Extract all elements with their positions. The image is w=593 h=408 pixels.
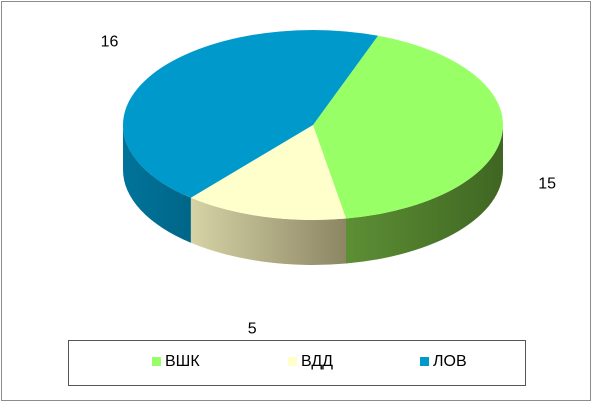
pie-side [190,197,346,265]
data-label: 5 [248,321,257,338]
legend-label: ЛОВ [433,353,467,370]
data-label: 16 [101,34,119,51]
pie-slice [313,35,504,219]
legend-swatch [288,357,297,366]
legend-swatch [420,357,429,366]
legend-label: ВДД [301,353,333,370]
legend-label: ВШК [165,353,200,370]
pie-side [345,125,503,264]
pie-slice [123,29,378,198]
pie-slice [190,125,346,220]
data-label: 15 [538,176,556,193]
legend-swatch [152,357,161,366]
pie-side [123,125,191,243]
